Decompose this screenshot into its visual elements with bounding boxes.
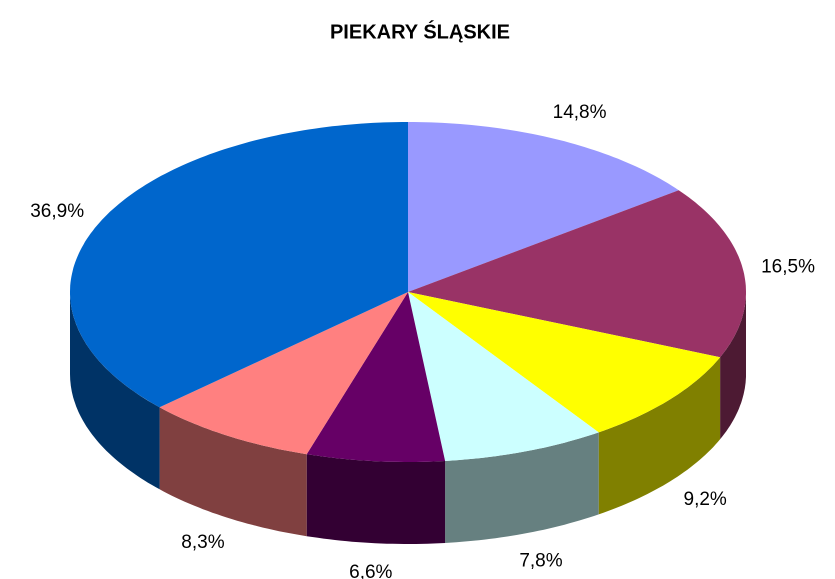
slice xyxy=(408,190,746,358)
chart-title: PIEKARY ŚLĄSKIE xyxy=(330,19,510,43)
slice-side xyxy=(598,357,721,515)
slice-side xyxy=(159,407,307,537)
data-label: 8,3% xyxy=(181,532,224,553)
slice xyxy=(408,122,679,292)
slice-side xyxy=(306,454,446,544)
slice xyxy=(408,292,599,461)
slice-side xyxy=(70,292,160,490)
data-label: 9,2% xyxy=(684,489,727,510)
data-label: 7,8% xyxy=(519,551,562,572)
slice xyxy=(306,292,446,462)
data-label: 16,5% xyxy=(761,256,815,277)
slice xyxy=(70,122,408,408)
data-label: 36,9% xyxy=(30,201,84,222)
data-label: 14,8% xyxy=(553,102,607,123)
data-label: 6,6% xyxy=(349,562,392,579)
slice xyxy=(159,292,408,455)
slice xyxy=(408,292,721,433)
slice-side xyxy=(720,292,746,440)
slice-side xyxy=(445,432,599,543)
